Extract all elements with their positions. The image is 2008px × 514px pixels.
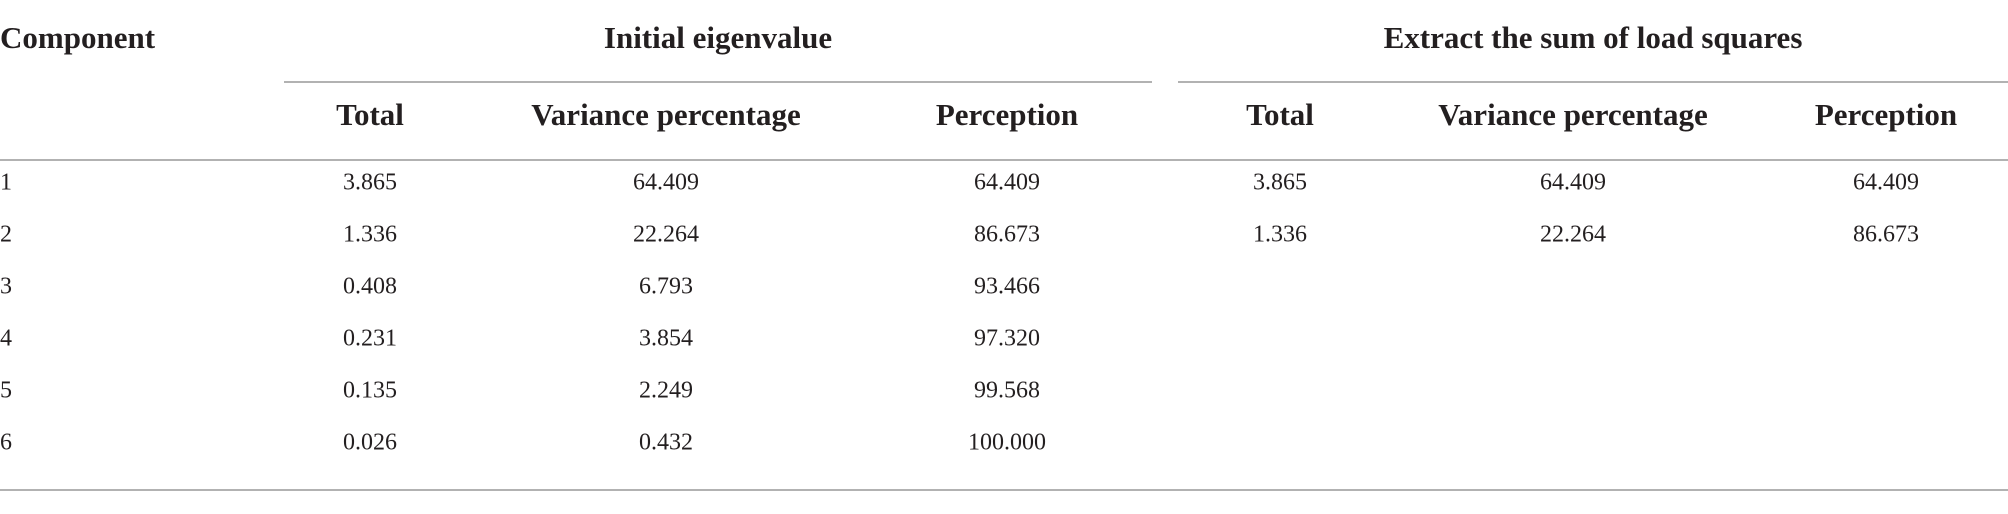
- column-header: Total: [336, 97, 404, 132]
- cell: 64.409: [974, 170, 1040, 196]
- column-header: Total: [1246, 97, 1314, 132]
- cell: 1.336: [1253, 222, 1307, 248]
- cell: 0.408: [343, 274, 397, 300]
- cell: 22.264: [1540, 222, 1606, 248]
- cell: 100.000: [968, 430, 1046, 456]
- cell: 86.673: [974, 222, 1040, 248]
- cell: 64.409: [633, 170, 699, 196]
- cell: 3: [0, 274, 12, 300]
- cell: 64.409: [1853, 170, 1919, 196]
- cell: 6.793: [639, 274, 693, 300]
- column-header: Variance percentage: [1438, 97, 1707, 132]
- cell: 2.249: [639, 378, 693, 404]
- cell: 86.673: [1853, 222, 1919, 248]
- cell: 99.568: [974, 378, 1040, 404]
- column-header: Perception: [936, 97, 1078, 132]
- cell: 93.466: [974, 274, 1040, 300]
- cell: 0.432: [639, 430, 693, 456]
- cell: 3.854: [639, 326, 693, 352]
- cell: 1: [0, 170, 12, 196]
- header-cell: Component: [0, 20, 156, 55]
- column-header: Perception: [1815, 97, 1957, 132]
- group-header: Initial eigenvalue: [604, 20, 832, 55]
- cell: 64.409: [1540, 170, 1606, 196]
- cell: 3.865: [343, 170, 397, 196]
- cell: 2: [0, 222, 12, 248]
- cell: 0.135: [343, 378, 397, 404]
- cell: 0.026: [343, 430, 397, 456]
- cell: 22.264: [633, 222, 699, 248]
- cell: 3.865: [1253, 170, 1307, 196]
- cell: 6: [0, 430, 12, 456]
- cell: 1.336: [343, 222, 397, 248]
- cell: 0.231: [343, 326, 397, 352]
- group-header: Extract the sum of load squares: [1384, 20, 1803, 55]
- column-header: Variance percentage: [531, 97, 800, 132]
- cell: 97.320: [974, 326, 1040, 352]
- cell: 4: [0, 326, 12, 352]
- cell: 5: [0, 378, 12, 404]
